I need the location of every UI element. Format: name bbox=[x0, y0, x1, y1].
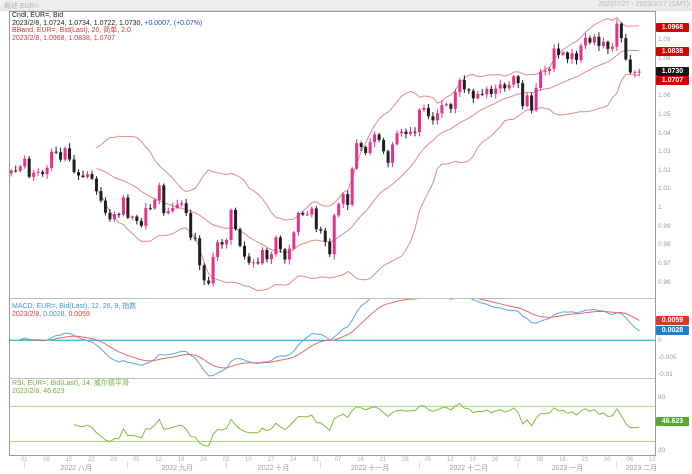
macd-axis-tick: -0.01 bbox=[658, 370, 673, 378]
time-axis-day: 05 bbox=[424, 457, 432, 463]
rsi-axis-tick: 80 bbox=[658, 394, 666, 402]
price-axis-tick: 0.99 bbox=[658, 222, 671, 230]
time-axis-separator: | bbox=[225, 462, 228, 469]
time-axis-day: 21 bbox=[379, 457, 387, 463]
time-axis-day: 23 bbox=[581, 457, 589, 463]
time-axis-day: 28 bbox=[402, 457, 409, 463]
macd-axis-tick: 0 bbox=[658, 336, 662, 344]
time-axis-month: 2023 一月 bbox=[551, 465, 584, 472]
time-axis-separator: | bbox=[23, 462, 26, 469]
price-axis-tick: 1.04 bbox=[658, 129, 671, 137]
time-axis-day: 29 bbox=[110, 457, 118, 463]
time-axis-day: 17 bbox=[267, 457, 275, 463]
rsi-legend: RSI, EUR=, Bid(Last), 14, 威尔德平滑 2023/2/8… bbox=[12, 380, 129, 395]
rsi-axis-badge: 46.623 bbox=[656, 417, 689, 427]
time-axis-day: 07 bbox=[334, 457, 342, 463]
macd-values-readout: 2023/2/8, 0.0028, 0.0059 bbox=[12, 311, 136, 319]
price-axis-tick: 1.06 bbox=[658, 92, 671, 100]
price-series-label[interactable]: Cndl, EUR=, Bid bbox=[12, 12, 64, 19]
time-axis-separator: | bbox=[615, 462, 618, 469]
time-axis-day: 13 bbox=[648, 457, 656, 463]
price-axis-tick: 0.98 bbox=[658, 241, 671, 249]
rsi-series-label[interactable]: RSI, EUR=, Bid(Last), 14, 威尔德平滑 bbox=[12, 380, 129, 387]
time-axis-separator: | bbox=[517, 462, 519, 469]
time-axis-day: 03 bbox=[222, 457, 230, 463]
price-axis-tick: 1.08 bbox=[658, 55, 671, 63]
time-axis-day: 31 bbox=[312, 457, 319, 463]
time-axis-month: 2022 十一月 bbox=[350, 465, 390, 472]
time-axis-day: 06 bbox=[626, 457, 633, 463]
time-axis-day: 26 bbox=[491, 457, 499, 463]
time-axis-day: 12 bbox=[446, 457, 454, 463]
macd-date: 2023/2/8, bbox=[12, 310, 42, 318]
price-axis-badge: 1.0838 bbox=[656, 46, 689, 56]
time-axis-day: 09 bbox=[536, 457, 544, 463]
time-axis-day: 12 bbox=[155, 457, 162, 463]
time-axis-month: 2022 十二月 bbox=[449, 465, 489, 472]
price-legend: Cndl, EUR=, Bid 2023/2/8, 1.0724, 1.0734… bbox=[12, 12, 202, 42]
time-axis-separator: | bbox=[319, 462, 322, 469]
time-axis-day: 02 bbox=[514, 457, 521, 463]
macd-axis-tick: -0.005 bbox=[658, 353, 677, 361]
time-axis-day: 01 bbox=[20, 457, 28, 463]
price-ohlc-readout: 2023/2/8, 1.0724, 1.0734, 1.0722, 1.0730… bbox=[12, 20, 202, 28]
price-axis-tick: 0.97 bbox=[658, 259, 671, 267]
macd-axis-badge: 0.0059 bbox=[656, 315, 689, 325]
macd-axis-badge: 0.0028 bbox=[656, 326, 689, 336]
bband-series-label[interactable]: BBand, EUR=, Bid(Last), 20, 简单, 2.0 bbox=[12, 27, 131, 34]
price-change-value: +0.0007, (+0.07%) bbox=[144, 19, 203, 27]
time-axis-day: 24 bbox=[289, 457, 297, 463]
time-axis-month: 2022 九月 bbox=[161, 465, 193, 472]
price-axis-tick: 1.02 bbox=[658, 166, 671, 174]
rsi-axis-tick: 20 bbox=[658, 446, 666, 454]
time-axis-day: 10 bbox=[245, 457, 252, 463]
time-axis-day: 19 bbox=[177, 457, 185, 463]
rsi-value-readout: 2023/2/8, 46.623 bbox=[12, 387, 65, 395]
macd-series-label[interactable]: MACD, EUR=, Bid(Last), 12, 26, 9, 指数 bbox=[12, 303, 137, 310]
time-axis-day: 08 bbox=[43, 457, 50, 463]
time-axis-separator: | bbox=[126, 462, 129, 469]
time-axis-day: 05 bbox=[132, 457, 140, 463]
time-axis-separator: | bbox=[418, 462, 421, 469]
price-axis-tick: 1 bbox=[658, 204, 662, 212]
time-axis-day: 19 bbox=[469, 457, 476, 463]
time-axis-month: 2022 八月 bbox=[60, 465, 93, 472]
price-axis-tick: 1.05 bbox=[658, 110, 671, 118]
time-axis-day: 26 bbox=[200, 457, 207, 463]
price-axis-tick: 0.96 bbox=[658, 278, 671, 286]
price-axis-tick: 1.09 bbox=[658, 36, 671, 44]
time-axis-month: 2023 二月 bbox=[625, 465, 658, 472]
time-axis-month: 2022 十月 bbox=[257, 465, 290, 472]
macd-signal-value: 0.0059 bbox=[68, 310, 90, 318]
price-axis-badge: 1.0730 bbox=[656, 67, 689, 77]
price-ohlc-values: 2023/2/8, 1.0724, 1.0734, 1.0722, 1.0730… bbox=[12, 19, 143, 27]
price-axis-badge: 1.0968 bbox=[656, 22, 689, 32]
time-axis-day: 15 bbox=[65, 457, 73, 463]
price-axis-tick: 1.01 bbox=[658, 185, 671, 193]
time-axis-day: 30 bbox=[603, 457, 611, 463]
time-axis-day: 16 bbox=[559, 457, 566, 463]
macd-legend: MACD, EUR=, Bid(Last), 12, 26, 9, 指数 202… bbox=[12, 303, 136, 318]
macd-value: 0.0028, bbox=[43, 310, 67, 318]
price-axis-tick: 1.03 bbox=[658, 148, 671, 156]
time-axis-day: 14 bbox=[357, 457, 364, 463]
bband-values-readout: 2023/2/8, 1.0968, 1.0838, 1.0707 bbox=[12, 34, 116, 42]
price-axis-badge: 1.0707 bbox=[656, 76, 689, 86]
time-axis-day: 22 bbox=[87, 457, 95, 463]
